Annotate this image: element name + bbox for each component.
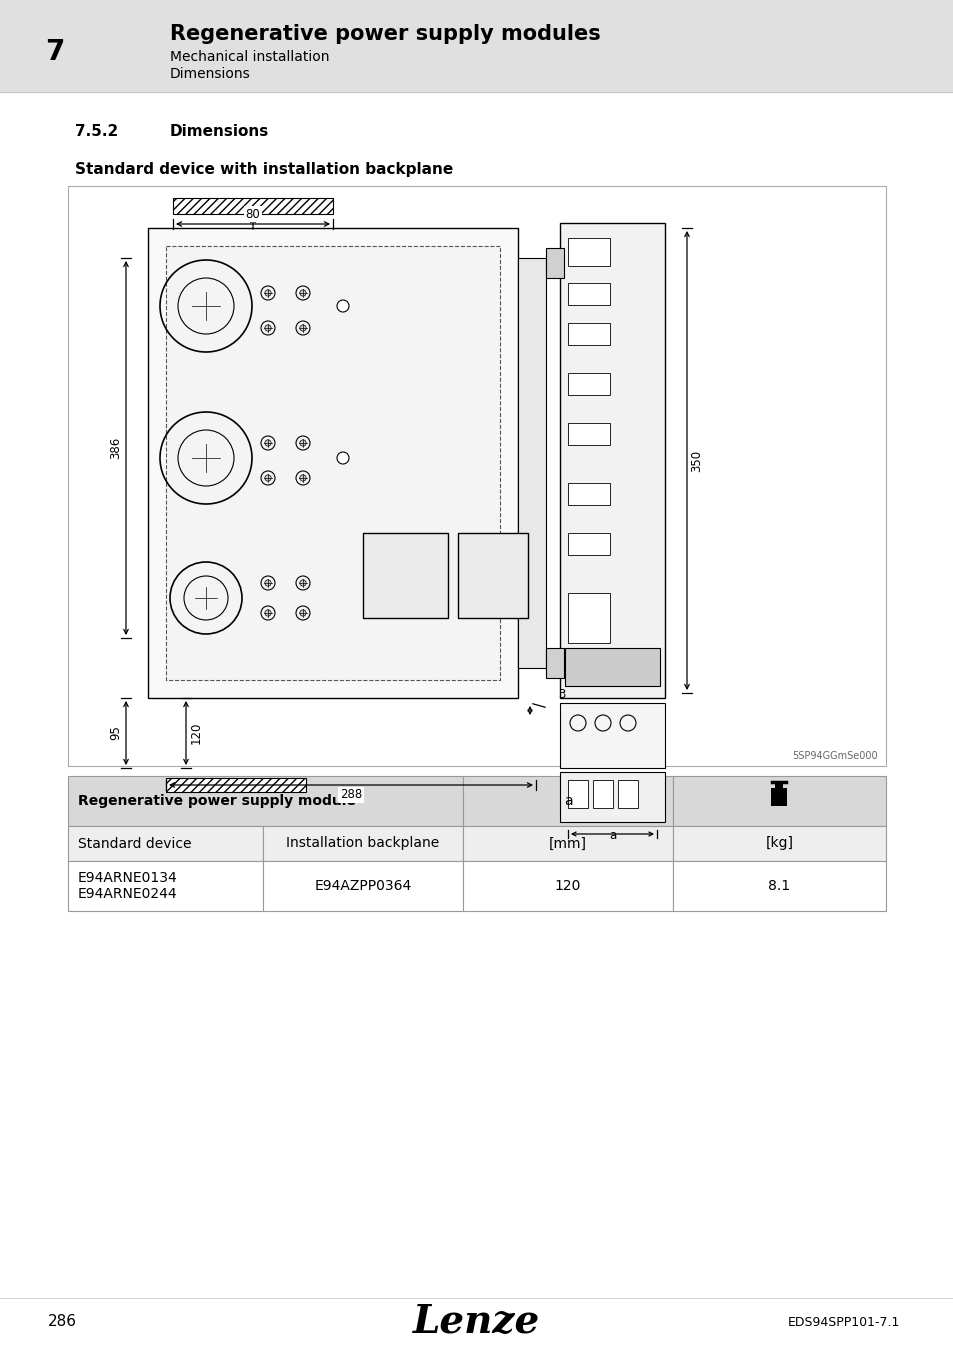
Circle shape [265, 440, 271, 446]
Bar [672, 826, 885, 861]
Bar [567, 653, 609, 680]
Bar [68, 826, 263, 861]
Text: EDS94SPP101-7.1: EDS94SPP101-7.1 [787, 1315, 899, 1328]
Text: Dimensions: Dimensions [170, 124, 269, 139]
Bar [567, 284, 609, 305]
Bar [771, 788, 786, 806]
Circle shape [336, 300, 349, 312]
Text: 95: 95 [110, 725, 122, 740]
Text: Standard device: Standard device [78, 837, 192, 850]
Bar [567, 423, 609, 446]
Bar [263, 826, 462, 861]
Bar [564, 648, 659, 686]
Text: Mechanical installation: Mechanical installation [170, 50, 329, 63]
Text: Regenerative power supply modules: Regenerative power supply modules [170, 24, 600, 45]
Circle shape [299, 475, 306, 481]
Bar [567, 238, 609, 266]
Circle shape [265, 475, 271, 481]
Text: E94AZPP0364: E94AZPP0364 [314, 879, 411, 892]
Text: 120: 120 [555, 879, 580, 892]
Text: Installation backplane: Installation backplane [286, 837, 439, 850]
Bar [457, 533, 527, 618]
Text: Dimensions: Dimensions [170, 68, 251, 81]
Bar [559, 703, 664, 768]
Bar [462, 826, 672, 861]
Bar [517, 258, 545, 668]
Bar [148, 228, 517, 698]
Bar [166, 246, 499, 680]
Circle shape [299, 440, 306, 446]
Circle shape [299, 325, 306, 331]
Bar [567, 780, 587, 809]
Text: 7: 7 [45, 38, 64, 66]
Bar [0, 0, 953, 92]
Text: 350: 350 [690, 450, 702, 471]
Text: 286: 286 [48, 1315, 77, 1330]
Bar [559, 772, 664, 822]
Bar [618, 780, 638, 809]
Text: 3: 3 [558, 688, 565, 701]
Bar [363, 533, 448, 618]
Bar [462, 861, 672, 911]
Text: Regenerative power supply module: Regenerative power supply module [78, 794, 355, 809]
Text: [kg]: [kg] [764, 837, 793, 850]
Circle shape [265, 580, 271, 586]
Bar [263, 861, 462, 911]
Bar [462, 776, 672, 826]
Text: E94ARNE0134: E94ARNE0134 [78, 871, 177, 886]
Bar [68, 776, 462, 826]
Circle shape [299, 580, 306, 586]
Text: Standard device with installation backplane: Standard device with installation backpl… [75, 162, 453, 177]
Bar [545, 648, 563, 678]
Text: 8.1: 8.1 [767, 879, 790, 892]
Bar [593, 780, 613, 809]
Circle shape [299, 290, 306, 296]
Circle shape [265, 290, 271, 296]
Bar [68, 186, 885, 765]
Circle shape [265, 610, 271, 616]
Circle shape [299, 610, 306, 616]
Text: a: a [608, 829, 616, 842]
Text: Lenze: Lenze [413, 1303, 540, 1341]
Bar [567, 373, 609, 396]
Bar [672, 861, 885, 911]
Bar [545, 248, 563, 278]
Bar [567, 533, 609, 555]
Bar [567, 593, 609, 643]
Text: 7.5.2: 7.5.2 [75, 124, 118, 139]
Text: 80: 80 [245, 208, 260, 220]
Text: 386: 386 [110, 437, 122, 459]
Bar [567, 483, 609, 505]
Text: a: a [563, 794, 572, 809]
Bar [68, 861, 263, 911]
Bar [172, 198, 333, 215]
Bar [672, 776, 885, 826]
Bar [775, 782, 782, 790]
Bar [166, 778, 306, 792]
Bar [567, 323, 609, 346]
Circle shape [265, 325, 271, 331]
Text: E94ARNE0244: E94ARNE0244 [78, 887, 177, 900]
Text: 288: 288 [339, 788, 362, 802]
Text: [mm]: [mm] [548, 837, 586, 850]
Text: 5SP94GGmSe000: 5SP94GGmSe000 [792, 751, 877, 761]
Bar [559, 223, 664, 698]
Circle shape [336, 452, 349, 464]
Text: 120: 120 [190, 722, 202, 744]
